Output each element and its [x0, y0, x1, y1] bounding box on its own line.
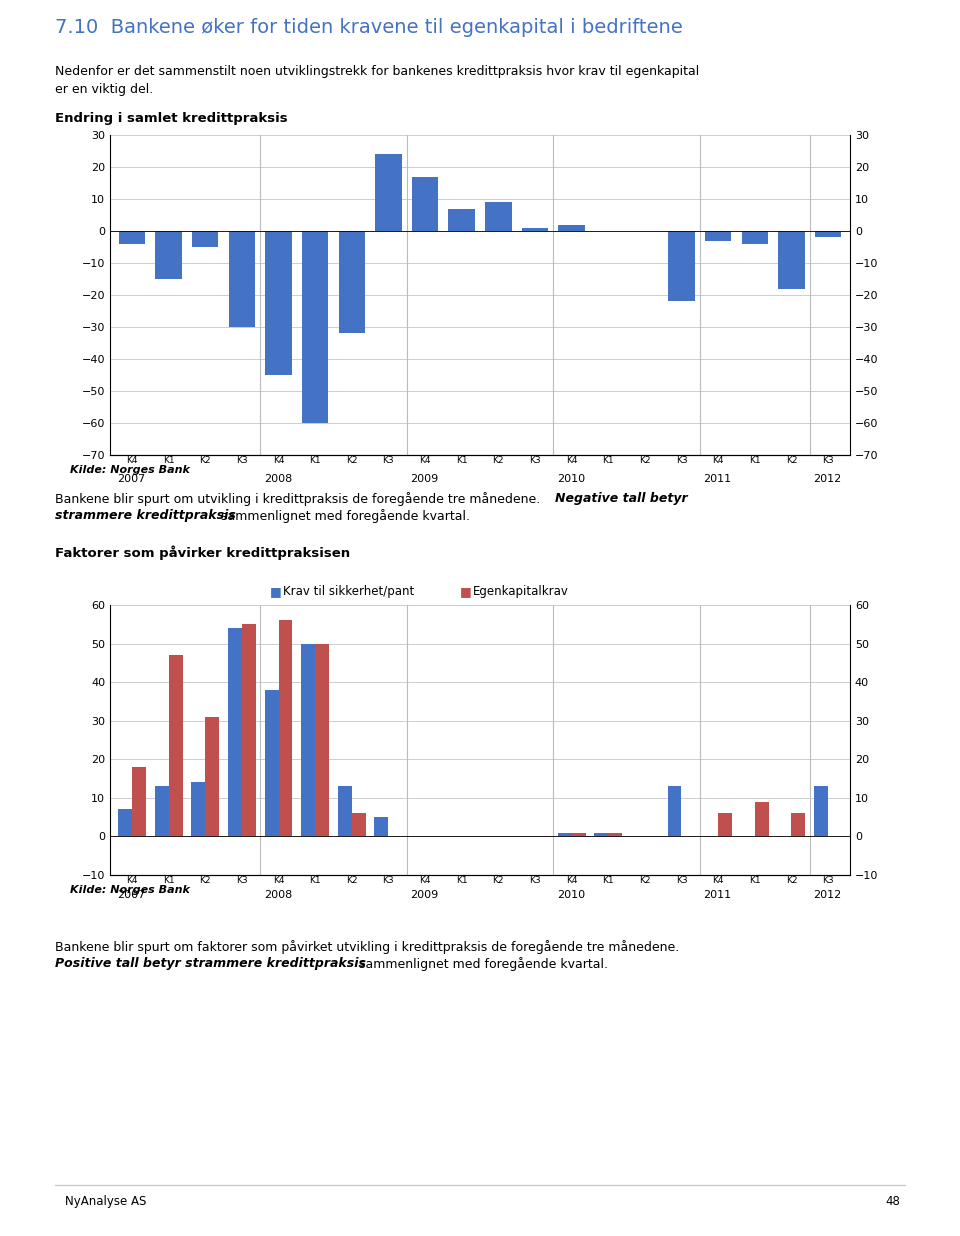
Text: 2008: 2008 — [264, 890, 292, 901]
Bar — [755, 802, 769, 837]
Bar — [242, 624, 255, 837]
Bar — [132, 768, 146, 837]
Bar — [815, 231, 841, 237]
Bar — [814, 786, 828, 837]
Bar — [485, 203, 512, 231]
Text: er en viktig del.: er en viktig del. — [55, 83, 154, 96]
Bar — [339, 231, 365, 334]
Bar — [118, 810, 132, 837]
Text: 2012: 2012 — [813, 890, 842, 901]
Bar — [301, 644, 315, 837]
Bar — [265, 231, 292, 375]
Bar — [205, 717, 219, 837]
Text: 2007: 2007 — [117, 475, 146, 485]
Text: 2008: 2008 — [264, 475, 292, 485]
Bar — [351, 813, 366, 837]
Bar — [522, 227, 548, 231]
Bar — [192, 231, 219, 247]
Text: 2012: 2012 — [813, 475, 842, 485]
Bar — [667, 786, 682, 837]
Text: Krav til sikkerhet/pant: Krav til sikkerhet/pant — [283, 585, 415, 598]
Bar — [718, 813, 732, 837]
Text: Faktorer som påvirker kredittpraksisen: Faktorer som påvirker kredittpraksisen — [55, 545, 350, 560]
Text: 48: 48 — [885, 1195, 900, 1208]
Text: Positive tall betyr strammere kredittpraksis: Positive tall betyr strammere kredittpra… — [55, 957, 366, 970]
Bar — [779, 231, 804, 288]
Text: ■: ■ — [270, 585, 281, 598]
Bar — [375, 154, 401, 231]
Text: 2007: 2007 — [117, 890, 146, 901]
Bar — [374, 817, 389, 837]
Bar — [169, 655, 182, 837]
Bar — [302, 231, 328, 423]
Bar — [278, 620, 293, 837]
Bar — [119, 231, 145, 243]
Text: sammenlignet med foregående kvartal.: sammenlignet med foregående kvartal. — [355, 957, 608, 971]
Bar — [705, 231, 732, 241]
Bar — [609, 833, 622, 837]
Bar — [559, 225, 585, 231]
Text: Kilde: Norges Bank: Kilde: Norges Bank — [70, 465, 190, 475]
Bar — [741, 231, 768, 243]
Text: strammere kredittpraksis: strammere kredittpraksis — [55, 509, 236, 522]
Bar — [571, 833, 586, 837]
Text: Bankene blir spurt om utvikling i kredittpraksis de foregående tre månedene.: Bankene blir spurt om utvikling i kredit… — [55, 492, 544, 506]
Text: Endring i samlet kredittpraksis: Endring i samlet kredittpraksis — [55, 112, 288, 125]
Text: 2009: 2009 — [410, 890, 439, 901]
Bar — [228, 628, 242, 837]
Text: ■: ■ — [460, 585, 471, 598]
Text: 2009: 2009 — [410, 475, 439, 485]
Bar — [315, 644, 329, 837]
Bar — [558, 833, 571, 837]
Text: 7.10  Bankene øker for tiden kravene til egenkapital i bedriftene: 7.10 Bankene øker for tiden kravene til … — [55, 19, 683, 37]
Text: NyAnalyse AS: NyAnalyse AS — [65, 1195, 146, 1208]
Bar — [338, 786, 351, 837]
Text: Egenkapitalkrav: Egenkapitalkrav — [473, 585, 569, 598]
Bar — [412, 177, 438, 231]
Text: 2011: 2011 — [704, 890, 732, 901]
Bar — [156, 231, 181, 279]
Text: Nedenfor er det sammenstilt noen utviklingstrekk for bankenes kredittpraksis hvo: Nedenfor er det sammenstilt noen utvikli… — [55, 66, 699, 78]
Bar — [448, 209, 475, 231]
Bar — [228, 231, 255, 328]
Text: Bankene blir spurt om faktorer som påvirket utvikling i kredittpraksis de foregå: Bankene blir spurt om faktorer som påvir… — [55, 941, 680, 954]
Text: Kilde: Norges Bank: Kilde: Norges Bank — [70, 885, 190, 895]
Text: Negative tall betyr: Negative tall betyr — [555, 492, 687, 506]
Bar — [265, 690, 278, 837]
Bar — [155, 786, 169, 837]
Text: 2010: 2010 — [557, 890, 585, 901]
Text: 2010: 2010 — [557, 475, 585, 485]
Bar — [791, 813, 805, 837]
Text: 2011: 2011 — [704, 475, 732, 485]
Bar — [191, 782, 205, 837]
Text: sammenlignet med foregående kvartal.: sammenlignet med foregående kvartal. — [217, 509, 470, 523]
Bar — [668, 231, 695, 302]
Bar — [594, 833, 609, 837]
